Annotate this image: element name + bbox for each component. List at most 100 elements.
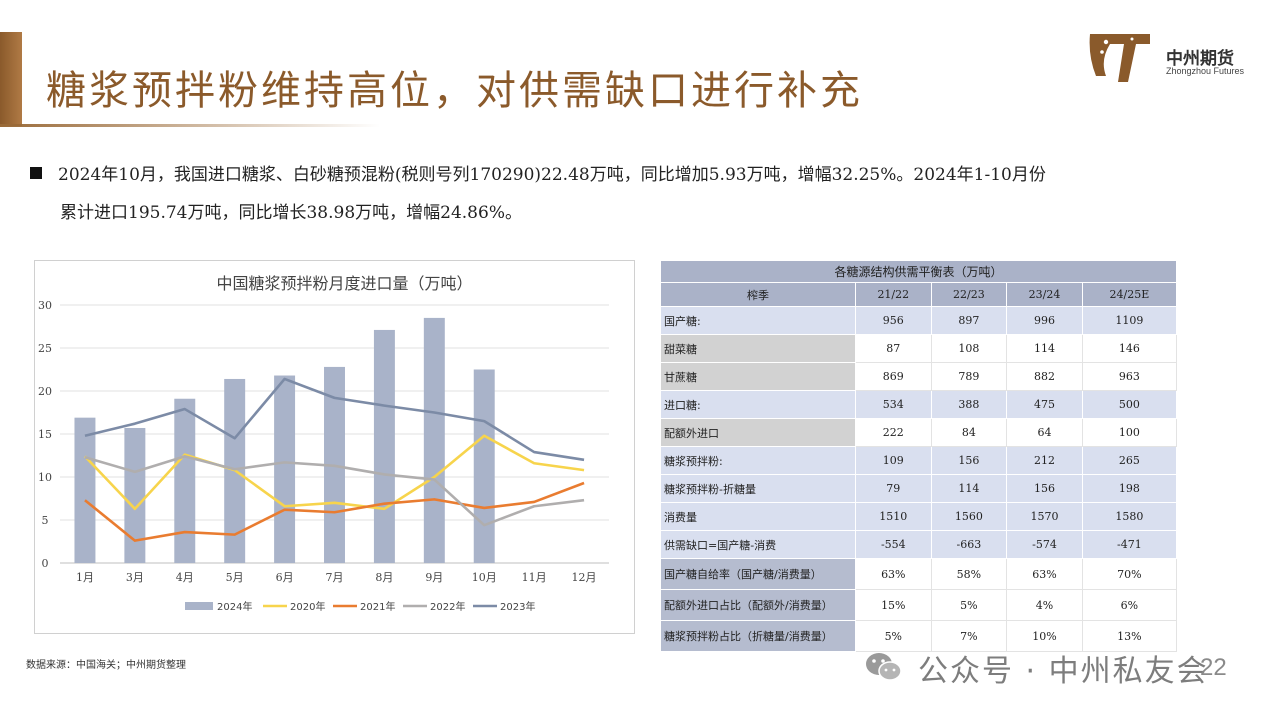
bar-2024年 xyxy=(274,375,296,563)
line-series-2020年 xyxy=(84,434,585,511)
bar-2024年 xyxy=(473,369,495,563)
table-row: 甘蔗糖 869 789 882 963 xyxy=(660,362,1178,391)
line-series-2022年 xyxy=(84,455,585,527)
x-tick-label: 8月 xyxy=(375,571,393,584)
summary-paragraph: 2024年10月，我国进口糖浆、白砂糖预混粉(税则号列170290)22.48万… xyxy=(30,156,1260,232)
table-cell: 956 xyxy=(855,306,932,335)
table-cell: 63% xyxy=(1006,558,1083,590)
table-cell: 996 xyxy=(1006,306,1083,335)
table-cell: 70% xyxy=(1081,558,1178,590)
title-underline xyxy=(0,124,380,127)
table-cell: 108 xyxy=(930,334,1008,363)
wechat-icon xyxy=(866,653,902,681)
logo-name: 中州期货 xyxy=(1166,49,1234,69)
table-cell: 212 xyxy=(1006,446,1083,475)
table-row-label: 糖浆预拌粉-折糖量 xyxy=(660,474,856,503)
x-tick-label: 5月 xyxy=(226,571,244,584)
table-row: 糖浆预拌粉占比（折糖量/消费量） 5% 7% 10% 13% xyxy=(660,620,1178,652)
title-accent-bar xyxy=(0,32,22,126)
table-cell: 5% xyxy=(930,589,1008,621)
table-row-label: 配额外进口占比（配额外/消费量） xyxy=(660,589,856,621)
y-tick-label: 5 xyxy=(42,514,49,527)
table-cell: 1560 xyxy=(930,502,1008,531)
table-cell: 7% xyxy=(930,620,1008,652)
table-row: 糖浆预拌粉: 109 156 212 265 xyxy=(660,446,1178,475)
x-tick-label: 9月 xyxy=(425,571,443,584)
import-chart: 中国糖浆预拌粉月度进口量（万吨） 0 5 10 15 20 25 30 1月 3月 4月 5月 6月 7月… xyxy=(38,274,609,613)
table-row: 配额外进口 222 84 64 100 xyxy=(660,418,1178,447)
y-tick-label: 10 xyxy=(38,471,52,484)
table-cell: 156 xyxy=(1006,474,1083,503)
supply-demand-table-panel: 各糖源结构供需平衡表（万吨） 榨季 21/22 22/23 23/24 24/25E 国… xyxy=(660,260,1178,652)
table-cell: 534 xyxy=(855,390,932,419)
table-row-label: 国产糖: xyxy=(660,306,856,335)
table-header-4: 24/25E xyxy=(1081,282,1178,307)
table-row-label: 糖浆预拌粉占比（折糖量/消费量） xyxy=(660,620,856,652)
table-cell: 109 xyxy=(855,446,932,475)
table-cell: 79 xyxy=(855,474,932,503)
bullet-square-icon xyxy=(30,167,42,179)
y-tick-label: 25 xyxy=(38,342,52,355)
table-row: 消费量 1510 1560 1570 1580 xyxy=(660,502,1178,531)
table-row-label: 糖浆预拌粉: xyxy=(660,446,856,475)
bar-2024年 xyxy=(174,398,196,563)
zhongzhou-logo-icon xyxy=(1089,34,1150,82)
table-cell: 6% xyxy=(1081,589,1178,621)
table-cell: 63% xyxy=(855,558,932,590)
table-cell: 13% xyxy=(1081,620,1178,652)
x-tick-label: 1月 xyxy=(76,571,94,584)
table-row-label: 甘蔗糖 xyxy=(660,362,856,391)
table-cell: -554 xyxy=(855,530,932,559)
table-row: 糖浆预拌粉-折糖量 79 114 156 198 xyxy=(660,474,1178,503)
table-cell: 156 xyxy=(930,446,1008,475)
x-tick-label: 6月 xyxy=(276,571,294,584)
x-tick-label: 3月 xyxy=(126,571,144,584)
table-row-label: 甜菜糖 xyxy=(660,334,856,363)
bar-2024年 xyxy=(74,417,96,563)
table-row-label: 消费量 xyxy=(660,502,856,531)
bar-2024年 xyxy=(423,317,445,563)
table-cell: 1580 xyxy=(1081,502,1178,531)
line-series-2021年 xyxy=(84,481,585,542)
legend-label: 2021年 xyxy=(360,600,395,613)
y-tick-label: 30 xyxy=(38,299,52,312)
table-header-3: 23/24 xyxy=(1006,282,1083,307)
table-cell: 87 xyxy=(855,334,932,363)
table-row-label: 配额外进口 xyxy=(660,418,856,447)
table-cell: 15% xyxy=(855,589,932,621)
table-cell: 10% xyxy=(1006,620,1083,652)
table-cell: 265 xyxy=(1081,446,1178,475)
page-title: 糖浆预拌粉维持高位，对供需缺口进行补充 xyxy=(46,68,863,114)
table-cell: 1510 xyxy=(855,502,932,531)
table-header-1: 21/22 xyxy=(855,282,932,307)
table-cell: 198 xyxy=(1081,474,1178,503)
table-cell: 388 xyxy=(930,390,1008,419)
chart-title: 中国糖浆预拌粉月度进口量（万吨） xyxy=(216,274,472,293)
legend-label: 2020年 xyxy=(290,600,325,613)
watermark-text: 公众号 · 中州私友会 xyxy=(862,646,1209,690)
table-cell: 114 xyxy=(930,474,1008,503)
summary-line-1: 2024年10月，我国进口糖浆、白砂糖预混粉(税则号列170290)22.48万… xyxy=(58,165,1046,185)
table-cell: -663 xyxy=(930,530,1008,559)
line-series-2023年 xyxy=(84,377,585,462)
table-row-label: 进口糖: xyxy=(660,390,856,419)
table-cell: -574 xyxy=(1006,530,1083,559)
logo-english-name: Zhongzhou Futures xyxy=(1166,66,1245,76)
legend-label: 2023年 xyxy=(500,600,535,613)
table-cell: 64 xyxy=(1006,418,1083,447)
legend-label: 2024年 xyxy=(217,600,252,613)
table-row-label: 供需缺口=国产糖-消费 xyxy=(660,530,856,559)
table-row: 国产糖: 956 897 996 1109 xyxy=(660,306,1178,335)
watermark-label: 公众号 · 中州私友会 xyxy=(918,654,1209,689)
import-chart-panel: 中国糖浆预拌粉月度进口量（万吨） 0 5 10 15 20 25 30 1月 3月 4月 5月 6月 7月… xyxy=(34,260,635,634)
table-cell: 146 xyxy=(1081,334,1178,363)
summary-line-2: 累计进口195.74万吨，同比增长38.98万吨，增幅24.86%。 xyxy=(60,203,522,223)
x-tick-label: 12月 xyxy=(572,571,597,584)
table-cell: 100 xyxy=(1081,418,1178,447)
table-cell: 4% xyxy=(1006,589,1083,621)
table-cell: -471 xyxy=(1081,530,1178,559)
table-cell: 963 xyxy=(1081,362,1178,391)
legend-label: 2022年 xyxy=(430,600,465,613)
table-cell: 222 xyxy=(855,418,932,447)
bar-2024年 xyxy=(124,427,146,563)
